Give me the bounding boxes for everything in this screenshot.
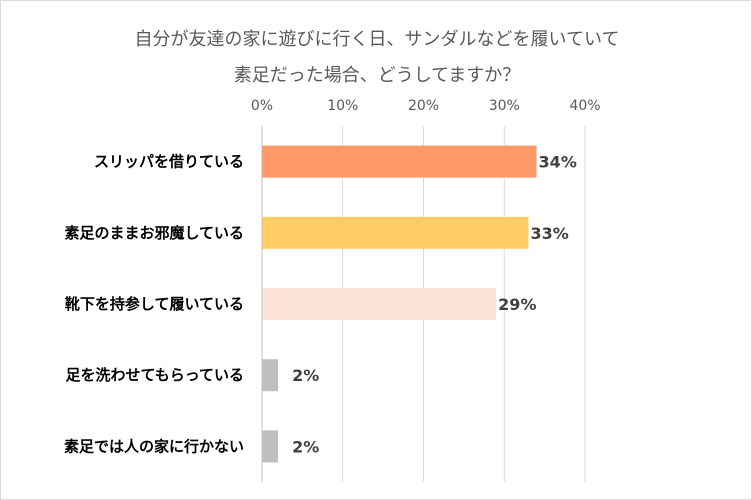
data-label-1: 34% (539, 153, 577, 172)
x-tick-label-10: 10% (327, 98, 358, 114)
data-label-2: 33% (530, 224, 568, 243)
x-tick-label-30: 30% (489, 98, 520, 114)
x-tick-label-40: 40% (569, 98, 600, 114)
data-label-5: 2% (292, 437, 319, 456)
bar-3 (262, 288, 497, 320)
x-tick-label-0: 0% (251, 98, 273, 114)
x-tick-label-20: 20% (408, 98, 439, 114)
category-label-5: 素足では人の家に行かない (64, 437, 244, 455)
category-label-1: スリッパを借りている (94, 153, 244, 171)
category-label-4: 足を洗わせてもらっている (65, 366, 244, 384)
bar-2 (262, 216, 529, 249)
category-label-2: 素足のままお邪魔している (64, 224, 244, 242)
bar-4 (262, 359, 279, 392)
bar-1 (262, 145, 537, 178)
data-label-4: 2% (292, 366, 319, 385)
data-label-3: 29% (498, 295, 536, 314)
bar-5 (262, 430, 279, 463)
category-label-3: 靴下を持参して履いている (65, 295, 244, 313)
chart-title-line-2: 素足だった場合、どうしてますか？ (233, 65, 521, 86)
chart-title-line-1: 自分が友達の家に遊びに行く日、サンダルなどを履いていて (134, 29, 620, 50)
